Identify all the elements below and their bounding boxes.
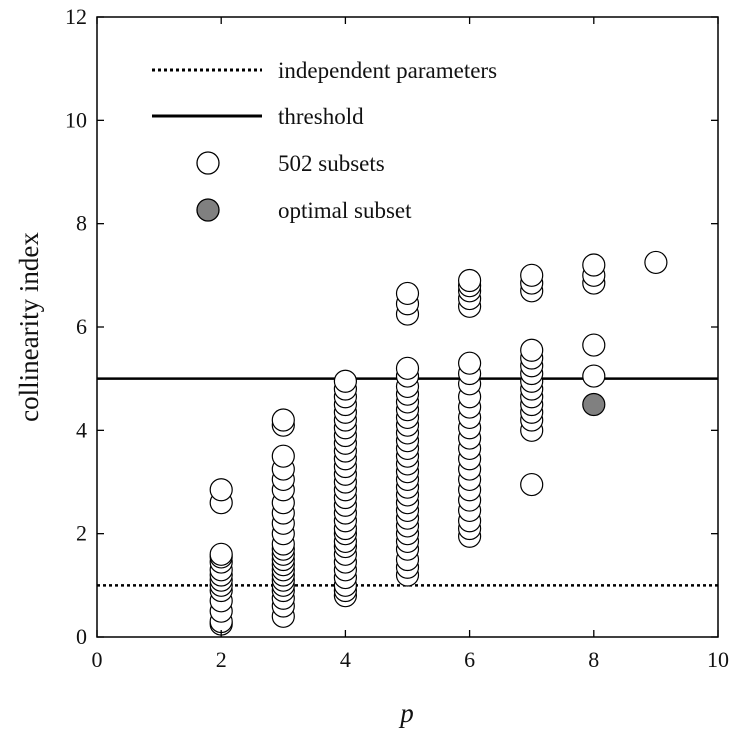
x-tick-label: 10	[707, 647, 729, 672]
subset-point	[333, 369, 357, 393]
x-axis-label: p	[398, 698, 414, 728]
subset-point	[520, 263, 544, 287]
x-tick-label: 0	[92, 647, 103, 672]
y-tick-label: 2	[76, 521, 87, 546]
subset-point	[271, 408, 295, 432]
subset-point	[209, 542, 233, 566]
subset-point	[582, 253, 606, 277]
legend: independent parameters threshold 502 sub…	[152, 58, 497, 223]
legend-label-subsets: 502 subsets	[278, 151, 385, 176]
x-tick-label: 2	[216, 647, 227, 672]
subset-point	[520, 338, 544, 362]
legend-marker-subsets	[196, 151, 220, 175]
optimal-subset-point	[582, 392, 606, 417]
x-tick-label: 4	[340, 647, 351, 672]
subset-point	[644, 250, 668, 275]
legend-marker-optimal-subset	[196, 198, 220, 222]
subset-point	[271, 444, 295, 468]
legend-label-optimal-subset: optimal subset	[278, 198, 412, 223]
subset-point	[458, 268, 482, 293]
subset-point	[395, 356, 420, 380]
subset-point	[395, 281, 420, 306]
y-axis-label: collinearity index	[14, 232, 44, 422]
y-tick-label: 0	[76, 624, 87, 649]
legend-label-threshold: threshold	[278, 104, 364, 129]
x-tick-label: 8	[588, 647, 599, 672]
y-tick-label: 6	[76, 314, 87, 339]
y-tick-label: 10	[65, 107, 87, 132]
subset-point	[209, 478, 233, 502]
legend-label-independent-parameters: independent parameters	[278, 58, 497, 83]
subset-point	[582, 364, 606, 388]
y-tick-label: 8	[76, 211, 87, 236]
x-tick-label: 6	[464, 647, 475, 672]
subset-point	[582, 333, 606, 357]
subset-point	[520, 472, 544, 497]
subset-point	[458, 351, 482, 375]
y-tick-label: 4	[76, 417, 87, 442]
y-tick-label: 12	[65, 4, 87, 29]
